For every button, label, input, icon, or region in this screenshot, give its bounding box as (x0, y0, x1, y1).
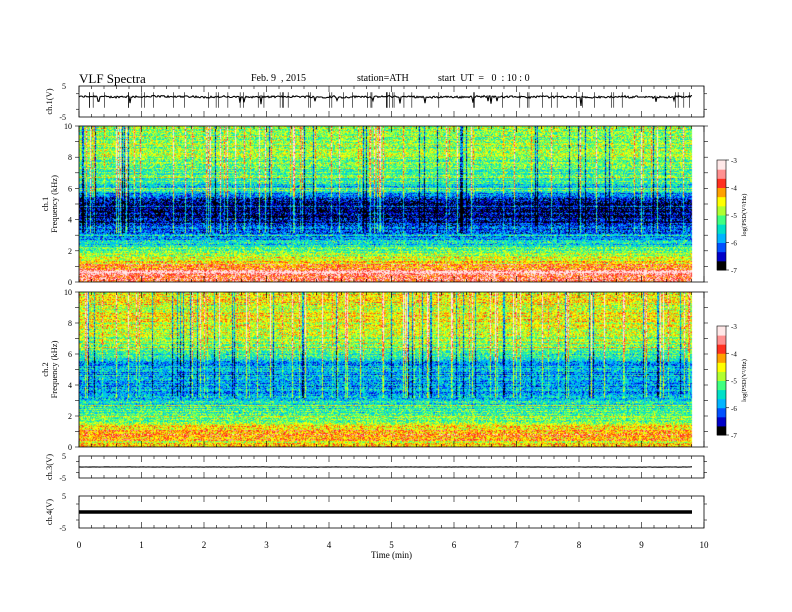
y-axis-label: ch.2 (40, 362, 50, 376)
y-axis-label: ch.1(V) (44, 88, 54, 114)
y-axis-label: ch.1 (40, 197, 50, 211)
x-tick-label: 8 (577, 540, 582, 550)
colorbar-segment (717, 371, 726, 381)
station-label: station=ATH (357, 73, 409, 84)
colorbar-segment (717, 425, 726, 436)
colorbar-segment (717, 205, 726, 216)
x-tick-label: 6 (452, 540, 457, 550)
colorbar-segment (717, 215, 726, 225)
y-tick-label: 6 (68, 350, 72, 359)
x-axis-label: Time (min) (371, 550, 412, 560)
colorbar-tick-label: -7 (731, 432, 737, 440)
colorbar-segment (717, 224, 726, 234)
x-tick-label: 1 (139, 540, 144, 550)
colorbar-segment (717, 326, 726, 336)
spectrogram-image-1 (79, 126, 704, 282)
y-tick-label: 10 (64, 288, 72, 297)
colorbar-segment (717, 187, 726, 198)
y-axis-label: Frequency (kHz) (49, 340, 59, 398)
y-tick-label: 5 (62, 452, 66, 461)
colorbar-tick-label: -3 (731, 157, 737, 165)
colorbar-segment (717, 335, 726, 345)
y-axis-label: ch.4(V) (44, 499, 54, 525)
y-tick-label: 10 (64, 122, 72, 131)
colorbar-segment (717, 344, 726, 354)
x-tick-label: 4 (327, 540, 332, 550)
x-tick-label: 5 (389, 540, 394, 550)
waveform-series-0 (78, 94, 693, 106)
x-tick-label: 0 (77, 540, 82, 550)
date-label: Feb. 9 , 2015 (251, 73, 306, 84)
y-tick-label: 2 (68, 412, 72, 421)
chart-title: VLF Spectra (79, 71, 146, 86)
spectrogram-image-2 (79, 292, 704, 447)
colorbar-segment (717, 196, 726, 207)
y-axis-label: ch.3(V) (44, 454, 54, 480)
colorbar-label: log(PSD(V²/Hz) (741, 359, 748, 402)
y-tick-label: 0 (68, 443, 72, 452)
y-tick-label: -5 (59, 524, 66, 533)
colorbar-segment (717, 260, 726, 271)
start-time-label: start UT = 0 : 10 : 0 (438, 73, 530, 84)
y-tick-label: -5 (59, 474, 66, 483)
colorbar-segment (717, 389, 726, 400)
colorbar-tick-label: -4 (731, 350, 737, 358)
y-tick-label: 6 (68, 184, 72, 193)
colorbar-segment (717, 380, 726, 391)
y-tick-label: 4 (68, 216, 72, 225)
colorbar-segment (717, 407, 726, 418)
colorbar-segment (717, 416, 726, 427)
colorbar-tick-label: -5 (731, 378, 737, 386)
colorbar-segment (717, 242, 726, 253)
x-tick-label: 10 (700, 540, 710, 550)
x-tick-label: 2 (202, 540, 207, 550)
colorbar-tick-label: -3 (731, 323, 737, 331)
colorbar-segment (717, 160, 726, 170)
colorbar-segment (717, 178, 726, 188)
colorbar-tick-label: -6 (731, 405, 737, 413)
y-tick-label: 8 (68, 319, 72, 328)
colorbar-segment (717, 233, 726, 243)
colorbar-tick-label: -4 (731, 185, 737, 193)
y-tick-label: -5 (59, 113, 66, 122)
colorbar-tick-label: -6 (731, 240, 737, 248)
y-axis-label: Frequency (kHz) (49, 175, 59, 233)
colorbar-segment (717, 398, 726, 409)
x-tick-label: 9 (639, 540, 644, 550)
colorbar-tick-label: -7 (731, 267, 737, 275)
colorbar-label: log(PSD(V²/Hz) (741, 194, 748, 237)
waveform-series-3 (78, 466, 692, 468)
y-tick-label: 5 (62, 82, 66, 91)
y-tick-label: 8 (68, 153, 72, 162)
x-tick-label: 3 (264, 540, 269, 550)
colorbar-segment (717, 251, 726, 262)
x-tick-label: 7 (514, 540, 519, 550)
y-tick-label: 4 (68, 381, 72, 390)
colorbar-tick-label: -5 (731, 212, 737, 220)
colorbar-segment (717, 169, 726, 179)
colorbar-segment (717, 362, 726, 372)
y-tick-label: 2 (68, 247, 72, 256)
y-tick-label: 5 (62, 492, 66, 501)
y-tick-label: 0 (68, 278, 72, 287)
colorbar-segment (717, 353, 726, 363)
